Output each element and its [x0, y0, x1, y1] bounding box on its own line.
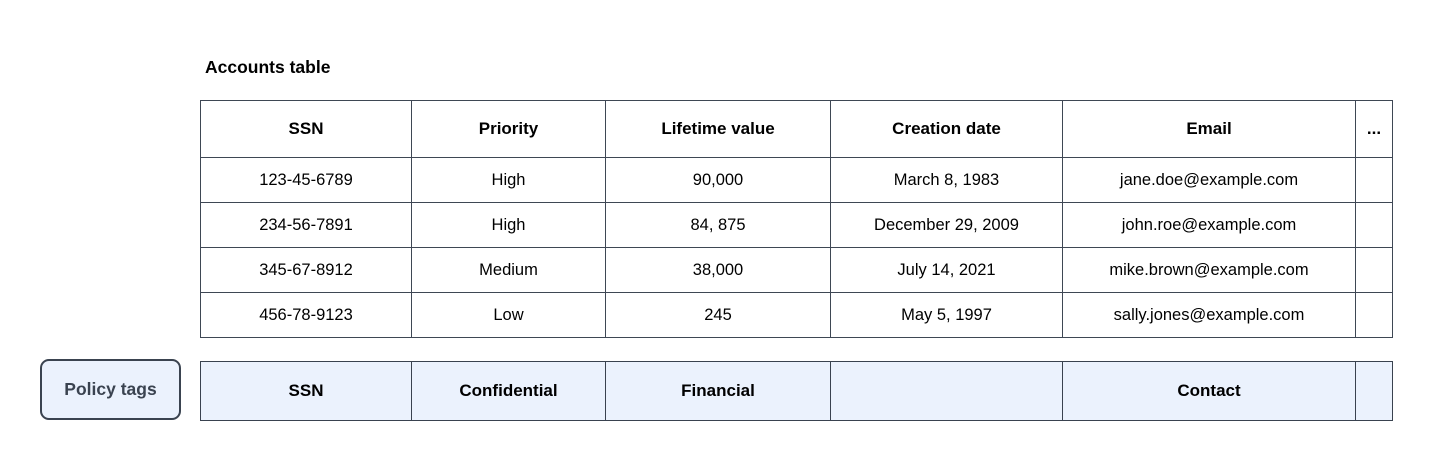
- cell-more: [1355, 292, 1393, 338]
- cell-creation-date: December 29, 2009: [830, 202, 1063, 248]
- cell-ssn: 234-56-7891: [200, 202, 412, 248]
- policy-cell-empty-more: [1355, 361, 1393, 421]
- header-cell-lifetime-value: Lifetime value: [605, 100, 831, 158]
- cell-email: john.roe@example.com: [1062, 202, 1356, 248]
- table-row: 123-45-6789 High 90,000 March 8, 1983 ja…: [200, 157, 1393, 203]
- policy-cell-contact: Contact: [1062, 361, 1356, 421]
- cell-ssn: 456-78-9123: [200, 292, 412, 338]
- accounts-table: SSN Priority Lifetime value Creation dat…: [200, 100, 1393, 338]
- cell-lifetime-value: 90,000: [605, 157, 831, 203]
- header-cell-email: Email: [1062, 100, 1356, 158]
- accounts-table-title: Accounts table: [205, 57, 331, 77]
- policy-tags-label-text: Policy tags: [64, 379, 157, 399]
- cell-email: jane.doe@example.com: [1062, 157, 1356, 203]
- table-row: 456-78-9123 Low 245 May 5, 1997 sally.jo…: [200, 292, 1393, 338]
- cell-lifetime-value: 245: [605, 292, 831, 338]
- header-cell-creation-date: Creation date: [830, 100, 1063, 158]
- cell-priority: High: [411, 202, 606, 248]
- policy-tags-label: Policy tags: [40, 359, 181, 420]
- cell-more: [1355, 202, 1393, 248]
- policy-cell-financial: Financial: [605, 361, 831, 421]
- policy-cell-empty: [830, 361, 1063, 421]
- cell-more: [1355, 247, 1393, 293]
- header-cell-ssn: SSN: [200, 100, 412, 158]
- cell-creation-date: July 14, 2021: [830, 247, 1063, 293]
- table-row: 234-56-7891 High 84, 875 December 29, 20…: [200, 202, 1393, 248]
- cell-ssn: 345-67-8912: [200, 247, 412, 293]
- header-cell-priority: Priority: [411, 100, 606, 158]
- cell-priority: High: [411, 157, 606, 203]
- header-cell-more-ellipsis: ...: [1355, 100, 1393, 158]
- cell-priority: Medium: [411, 247, 606, 293]
- policy-cell-confidential: Confidential: [411, 361, 606, 421]
- policy-cell-ssn: SSN: [200, 361, 412, 421]
- cell-creation-date: May 5, 1997: [830, 292, 1063, 338]
- cell-priority: Low: [411, 292, 606, 338]
- cell-email: mike.brown@example.com: [1062, 247, 1356, 293]
- policy-row: SSN Confidential Financial Contact: [200, 361, 1393, 421]
- cell-ssn: 123-45-6789: [200, 157, 412, 203]
- cell-lifetime-value: 84, 875: [605, 202, 831, 248]
- cell-more: [1355, 157, 1393, 203]
- table-row: 345-67-8912 Medium 38,000 July 14, 2021 …: [200, 247, 1393, 293]
- cell-creation-date: March 8, 1983: [830, 157, 1063, 203]
- header-row: SSN Priority Lifetime value Creation dat…: [200, 100, 1393, 158]
- cell-email: sally.jones@example.com: [1062, 292, 1356, 338]
- cell-lifetime-value: 38,000: [605, 247, 831, 293]
- policy-tags-row: SSN Confidential Financial Contact: [200, 361, 1393, 421]
